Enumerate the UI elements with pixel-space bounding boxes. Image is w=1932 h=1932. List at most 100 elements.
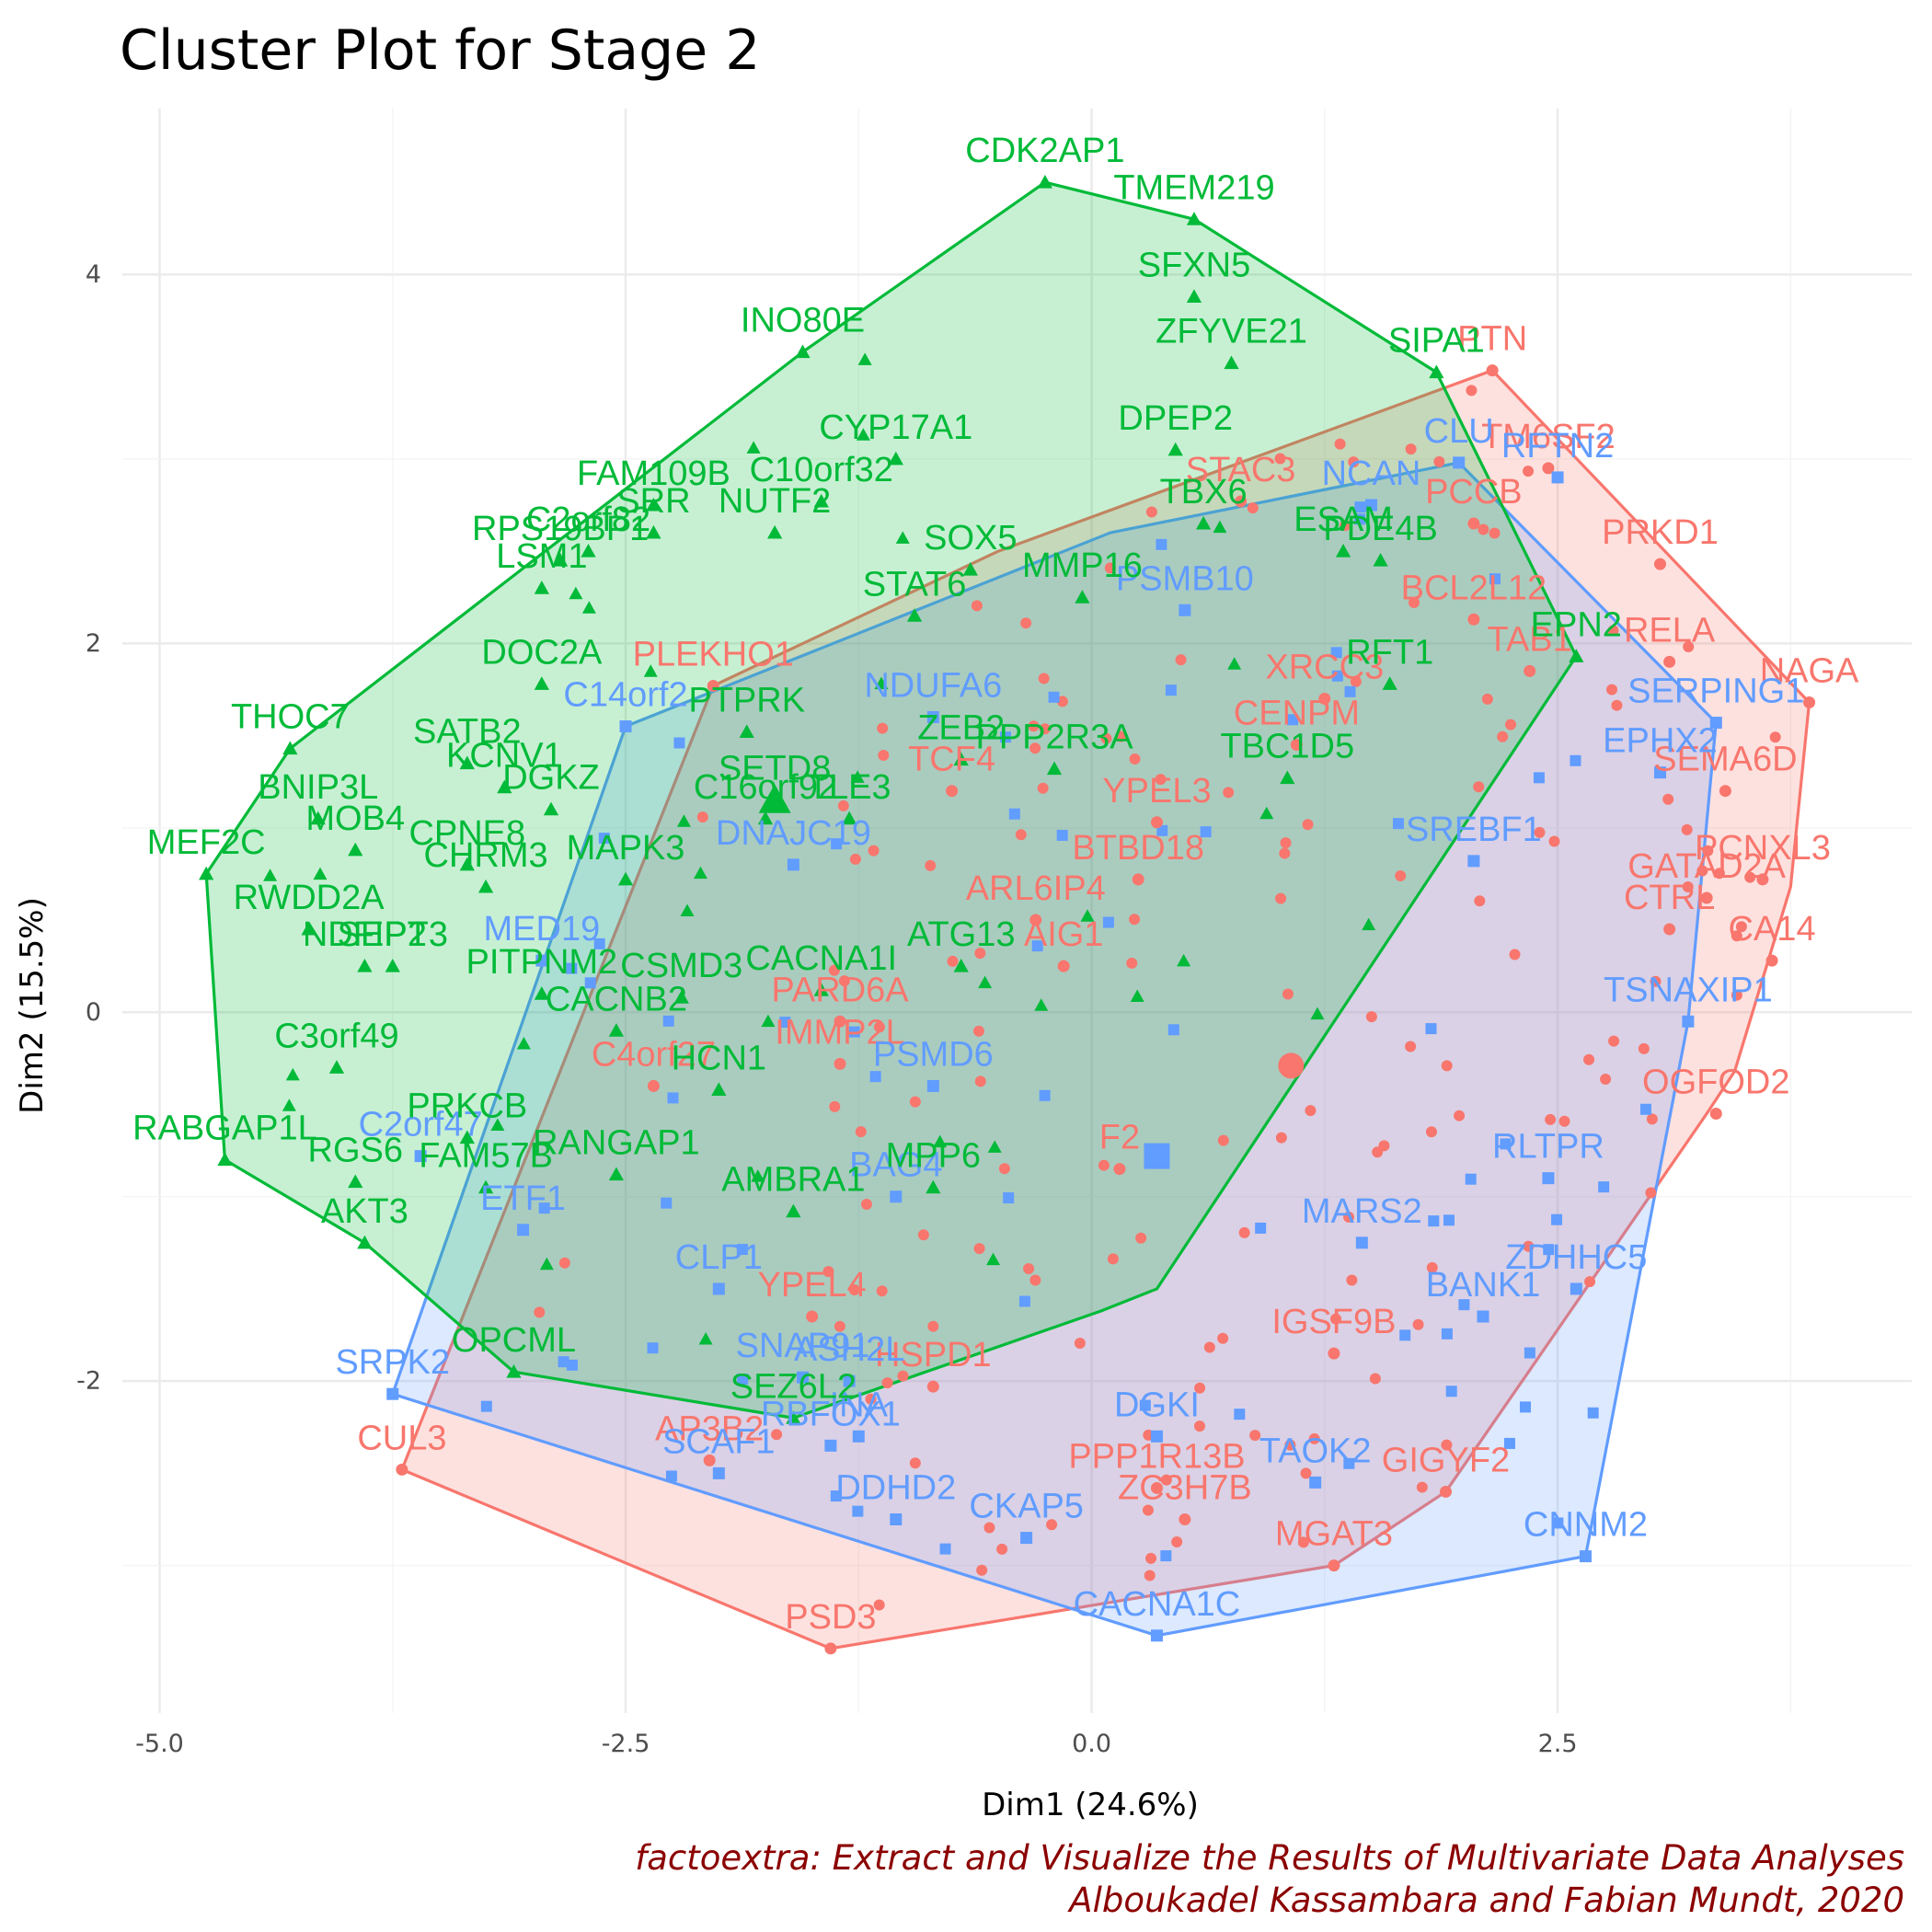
cluster-1-point xyxy=(1023,1263,1035,1275)
cluster-1-point xyxy=(1343,1211,1355,1223)
cluster-1-point xyxy=(1662,793,1674,805)
point-label: GATAD2A xyxy=(1627,847,1786,886)
cluster-2-point xyxy=(999,731,1011,743)
cluster-1-point xyxy=(1474,895,1486,907)
point-label: PCNXL3 xyxy=(1695,829,1831,868)
cluster-1-point xyxy=(1405,1041,1417,1052)
cluster-3-point xyxy=(581,601,596,614)
cluster-2-point xyxy=(1287,714,1299,726)
cluster-centers xyxy=(758,784,1305,1169)
point-label: TM6SF2 xyxy=(1481,418,1616,456)
cluster-1-point xyxy=(1606,684,1618,696)
cluster-2-point xyxy=(661,1197,673,1209)
point-label: NDFIP2 xyxy=(303,915,427,954)
cluster-1-point xyxy=(1028,720,1040,732)
point-label: RANGAP1 xyxy=(533,1124,700,1163)
cluster-3-point xyxy=(357,1235,373,1249)
cluster-1-point xyxy=(927,1320,939,1332)
point-label: THOC7 xyxy=(231,698,350,737)
cluster-1-point xyxy=(806,1310,819,1323)
point-label: BTBD18 xyxy=(1072,829,1204,868)
cluster-2-point xyxy=(1543,1244,1555,1256)
cluster-1-point xyxy=(1611,699,1623,711)
cluster-2-point xyxy=(1200,826,1212,838)
cluster-3-point xyxy=(693,866,707,880)
cluster-1-point xyxy=(1682,881,1694,893)
cluster-2-point xyxy=(797,1371,810,1384)
cluster-1-point xyxy=(1504,719,1516,730)
cluster-1-point xyxy=(1524,664,1536,677)
cluster-3-point xyxy=(282,741,298,755)
point-label: STAC3 xyxy=(1186,451,1296,489)
cluster-2-point xyxy=(1018,1295,1030,1307)
point-label: ZFYVE21 xyxy=(1156,313,1307,351)
cluster-1-point xyxy=(396,1463,408,1476)
cluster-1-point xyxy=(1029,742,1041,754)
cluster-1-point xyxy=(946,785,959,798)
cluster-2-point xyxy=(843,1374,856,1387)
cluster-3-point xyxy=(477,879,494,893)
cluster-1-point xyxy=(1279,847,1291,859)
cluster-1-point xyxy=(1305,1105,1317,1117)
point-label: ETF1 xyxy=(480,1179,566,1218)
point-label: PTN xyxy=(1457,320,1527,359)
cluster-1-point xyxy=(1223,787,1235,799)
cluster-2-point xyxy=(1467,855,1480,868)
point-label: C2orf47 xyxy=(359,1106,483,1144)
point-label: PCCB xyxy=(1425,473,1523,512)
cluster-3-point xyxy=(348,1174,363,1189)
point-label: RBFOX1 xyxy=(761,1395,901,1433)
cluster-3-point xyxy=(1310,1006,1325,1020)
point-label: BANK1 xyxy=(1426,1266,1541,1305)
cluster-2-point xyxy=(673,737,685,749)
cluster-1-point xyxy=(1608,1035,1620,1047)
cluster-1-point xyxy=(1744,871,1756,883)
x-tick-label: -2.5 xyxy=(602,1730,650,1758)
cluster-1-point xyxy=(973,1243,985,1255)
cluster-2-point xyxy=(1150,1629,1163,1642)
cluster-1-point xyxy=(1439,1485,1452,1498)
cluster-3-point xyxy=(617,871,634,886)
cluster-2-point xyxy=(852,1505,864,1517)
cluster-1-point xyxy=(1235,495,1248,508)
cluster-1-point xyxy=(1681,823,1693,835)
cluster-1-point xyxy=(1057,960,1070,972)
cluster-3-point xyxy=(1130,989,1144,1002)
cluster-1-point xyxy=(1803,696,1816,708)
cluster-2-point xyxy=(1048,691,1060,703)
cluster-1-point xyxy=(1372,1146,1384,1158)
point-label: CLU xyxy=(1424,412,1494,451)
y-tick-label: 2 xyxy=(86,629,101,658)
cluster-3-point xyxy=(978,975,993,989)
cluster-1-point xyxy=(974,1075,986,1087)
point-label: BCL2L12 xyxy=(1401,569,1547,607)
cluster-2-point xyxy=(787,858,799,871)
point-label: IGSF9B xyxy=(1271,1303,1396,1341)
cluster-3-point xyxy=(199,866,214,880)
point-label: IMMP2L xyxy=(775,1013,904,1052)
cluster-1-point xyxy=(1280,837,1292,849)
point-label: MGAT3 xyxy=(1275,1515,1393,1554)
point-label: CPNE8 xyxy=(408,814,525,853)
point-label: AP3B2 xyxy=(655,1409,764,1448)
cluster-1-point xyxy=(1663,655,1676,668)
cluster-3-hull xyxy=(204,180,1578,1420)
point-label: C16orf92 xyxy=(694,768,837,807)
cluster-1-point xyxy=(917,1229,929,1241)
cluster-1-point xyxy=(873,1021,885,1033)
cluster-2-point xyxy=(558,1356,569,1368)
cluster-2-point xyxy=(890,1513,903,1526)
point-label: SEZ6L2 xyxy=(730,1367,857,1406)
point-label: ZC3H7B xyxy=(1118,1469,1252,1508)
x-tick-label: 0.0 xyxy=(1072,1730,1111,1758)
cluster-1-point xyxy=(1037,782,1049,794)
point-label: BAG4 xyxy=(849,1146,942,1185)
cluster-2-point xyxy=(535,954,548,967)
point-label: NAGA xyxy=(1760,651,1859,690)
cluster-1-point xyxy=(1731,989,1742,1001)
point-label: ASH2L xyxy=(794,1330,904,1369)
cluster-2-point xyxy=(779,1017,791,1029)
cluster-3-point xyxy=(986,1252,1001,1266)
point-label: EPN2 xyxy=(1531,605,1622,644)
cluster-3-point xyxy=(608,1167,625,1181)
